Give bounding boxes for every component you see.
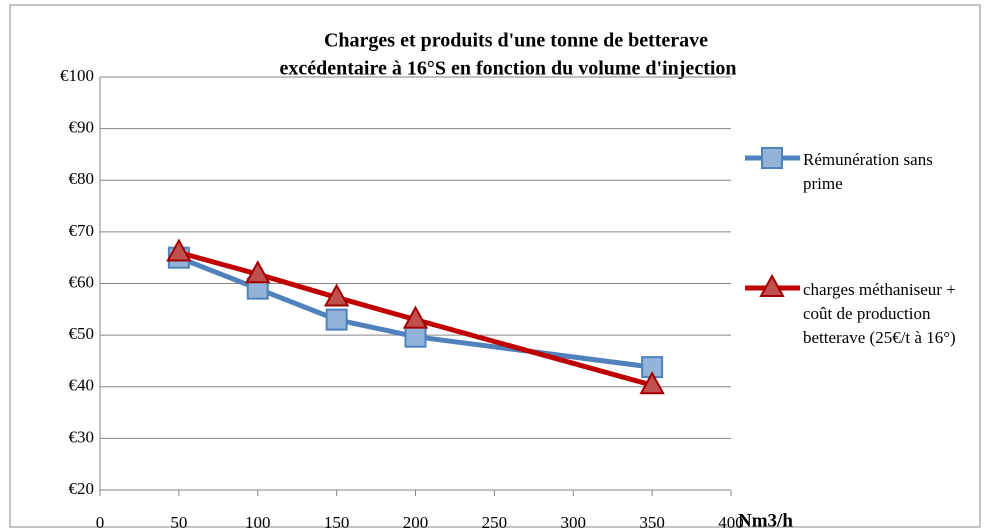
y-tick-label: €80 — [69, 169, 95, 188]
y-tick-label: €60 — [69, 272, 95, 291]
legend-marker — [759, 273, 785, 297]
x-tick-label: 200 — [403, 513, 429, 531]
x-tick-label: 0 — [96, 513, 105, 531]
x-tick-label: 300 — [561, 513, 587, 531]
y-tick-label: €40 — [69, 376, 95, 395]
y-tick-label: €50 — [69, 324, 95, 343]
x-axis-label: Nm3/h — [738, 510, 793, 531]
x-tick-label: 100 — [245, 513, 271, 531]
x-tick-label: 400 — [718, 513, 744, 531]
point — [323, 283, 350, 307]
y-tick-label: €90 — [69, 118, 95, 137]
x-tick-label: 350 — [639, 513, 665, 531]
legend-label: charges méthaniseur + coût de production… — [803, 280, 956, 347]
y-tick-label: €30 — [69, 427, 95, 446]
y-tick-label: €20 — [69, 479, 95, 498]
point — [404, 325, 427, 348]
y-tick-label: €100 — [60, 66, 94, 85]
point — [166, 238, 192, 262]
point — [325, 308, 348, 331]
x-tick-label: 150 — [324, 513, 350, 531]
x-tick-label: 250 — [482, 513, 508, 531]
legend-marker — [761, 147, 783, 169]
legend-label: Rémunération sans prime — [803, 150, 933, 193]
chart-title: Charges et produits d'une tonne de bette… — [324, 30, 708, 52]
x-tick-label: 50 — [170, 513, 187, 531]
point — [402, 305, 429, 329]
chart-title: excédentaire à 16°S en fonction du volum… — [279, 58, 736, 80]
chart-border — [9, 4, 981, 528]
point — [639, 371, 665, 395]
y-tick-label: €70 — [69, 221, 95, 240]
point — [245, 260, 271, 284]
